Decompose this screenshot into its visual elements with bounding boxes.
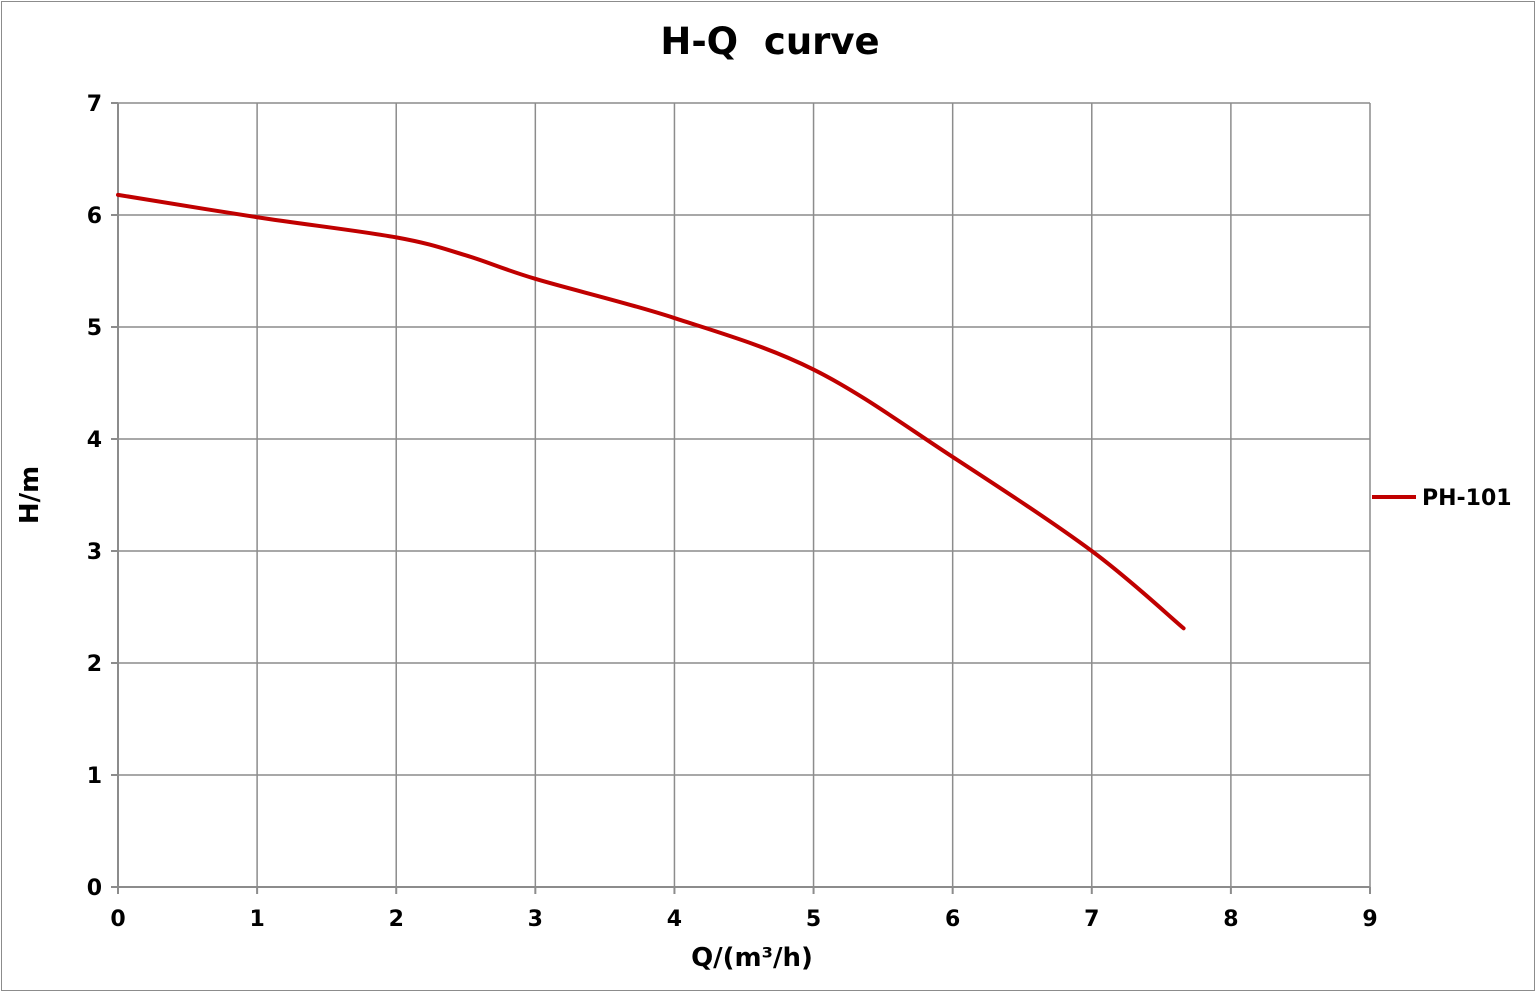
x-tick-label: 1 bbox=[249, 907, 264, 932]
x-axis-label: Q/(m³/h) bbox=[691, 943, 813, 973]
x-tick-label: 8 bbox=[1223, 907, 1238, 932]
legend-label-ph-101: PH-101 bbox=[1422, 486, 1512, 511]
x-tick-label: 6 bbox=[945, 907, 960, 932]
series bbox=[116, 192, 1186, 631]
chart-title: H-Q curve bbox=[660, 20, 879, 63]
y-tick-label: 0 bbox=[87, 876, 102, 901]
grid bbox=[117, 102, 1371, 888]
y-tick-label: 7 bbox=[87, 92, 102, 117]
x-tick-label: 2 bbox=[389, 907, 404, 932]
y-axis-label: H/m bbox=[15, 466, 45, 524]
axes bbox=[111, 102, 1371, 894]
x-tick-label: 3 bbox=[528, 907, 543, 932]
x-tick-label: 7 bbox=[1084, 907, 1099, 932]
y-tick-label: 1 bbox=[87, 764, 102, 789]
legend: PH-101 bbox=[1372, 486, 1512, 511]
y-tick-label: 4 bbox=[87, 428, 102, 453]
x-tick-label: 4 bbox=[667, 907, 682, 932]
x-tick-label: 9 bbox=[1362, 907, 1377, 932]
series-line-ph-101 bbox=[116, 192, 1186, 631]
y-tick-label: 5 bbox=[87, 316, 102, 341]
y-tick-label: 2 bbox=[87, 652, 102, 677]
y-tick-labels: 0 1 2 3 4 5 6 7 bbox=[87, 92, 102, 901]
x-tick-label: 0 bbox=[110, 907, 125, 932]
x-tick-label: 5 bbox=[806, 907, 821, 932]
y-tick-label: 6 bbox=[87, 204, 102, 229]
y-tick-label: 3 bbox=[87, 540, 102, 565]
x-tick-labels: 0 1 2 3 4 5 6 7 8 9 bbox=[110, 907, 1377, 932]
